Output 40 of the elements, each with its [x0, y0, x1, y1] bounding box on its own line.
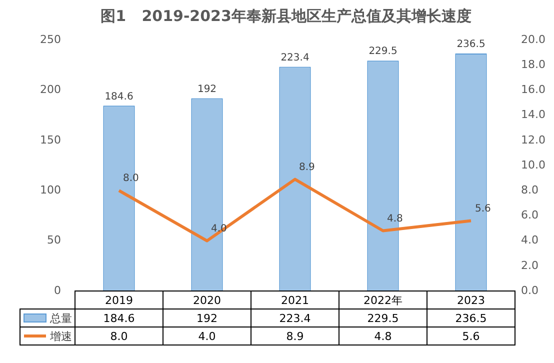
text: 223.4 [280, 52, 310, 64]
text: 229.5 [368, 46, 398, 58]
y-tick-label: 250 [40, 32, 61, 46]
data-label: 229.5 [367, 312, 399, 325]
y-tick-label: 0 [54, 284, 61, 297]
y-tick-label: 200 [40, 83, 61, 96]
data-label: 4.0 [198, 330, 216, 343]
x-tick-label: 2023 [457, 294, 485, 307]
data-label: 192 [196, 312, 218, 325]
y2-tick-label: 4.0 [521, 234, 538, 247]
y2-tick-label: 10.0 [521, 158, 546, 172]
data-label: 4.8 [374, 330, 392, 343]
chart-title: 图1 2019-2023年奉新县地区生产总值及其增长速度 [100, 6, 472, 25]
y2-tick-label: 8.0 [521, 183, 538, 196]
y2-tick-label: 6.0 [521, 208, 538, 222]
y2-tick-label: 12.0 [521, 133, 546, 146]
y2-tick-label: 0.0 [521, 284, 538, 297]
data-label: 236.5 [455, 312, 487, 325]
data-label: 223.4 [279, 312, 311, 325]
legend-label: 总量 [49, 312, 72, 325]
y-tick-label: 100 [40, 183, 61, 196]
x-tick-label: 2019 [105, 294, 133, 307]
data-label: 8.0 [110, 330, 128, 343]
y-tick-label: 150 [40, 133, 61, 146]
text: 236.5 [456, 39, 486, 50]
data-label: 184.6 [103, 312, 135, 325]
legend-label: 增速 [49, 330, 72, 343]
x-tick-label: 2022年 [364, 294, 402, 307]
x-tick-label: 2020 [193, 294, 221, 307]
data-label: 5.6 [462, 330, 480, 343]
text: 192 [197, 84, 217, 95]
y-tick-label: 50 [47, 234, 61, 247]
y2-tick-label: 18.0 [521, 58, 546, 71]
x-tick-label: 2021 [281, 294, 309, 307]
text: 184.6 [104, 91, 134, 102]
y2-tick-label: 20.0 [521, 32, 546, 46]
y2-tick-label: 2.0 [521, 258, 538, 272]
y2-tick-label: 14.0 [521, 108, 546, 122]
data-label: 8.9 [286, 330, 304, 343]
y2-tick-label: 16.0 [521, 83, 546, 96]
